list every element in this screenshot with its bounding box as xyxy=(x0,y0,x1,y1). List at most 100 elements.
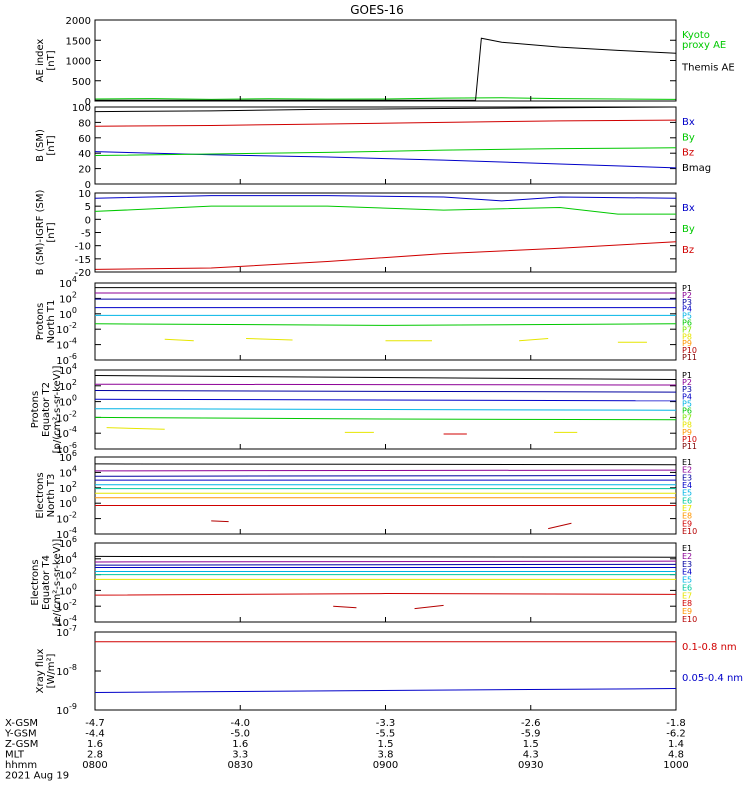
legend-label: E7 xyxy=(682,504,692,513)
y-tick-label: 10-9 xyxy=(56,702,77,717)
legend-label: P3 xyxy=(682,298,692,307)
y-tick-label: -5 xyxy=(81,229,91,240)
x-axis-value: -5.0 xyxy=(230,729,250,740)
y-tick-label: 102 xyxy=(59,480,77,495)
series-line xyxy=(164,338,194,342)
x-axis-value: 0930 xyxy=(518,760,543,771)
legend-label: E6 xyxy=(682,583,692,592)
legend-label: E10 xyxy=(682,527,697,536)
x-axis-value: 4.8 xyxy=(668,750,684,761)
series-line xyxy=(246,337,293,341)
panel-2: 0 20 40 60 80 100 B (SM) [nT] Bx By Bz Bmag xyxy=(35,103,711,191)
series-line xyxy=(94,555,677,558)
y-axis-label: Protons xyxy=(35,303,46,340)
panel-frame xyxy=(94,106,677,185)
legend-label: P2 xyxy=(682,291,692,300)
y-axis-label: Protons xyxy=(30,391,41,428)
series-line xyxy=(94,469,677,472)
series-line xyxy=(94,563,677,566)
legend-label: P4 xyxy=(682,305,692,314)
x-axis-value: 0900 xyxy=(373,760,398,771)
x-axis-value: -4.4 xyxy=(85,729,105,740)
y-axis-label: Electrons xyxy=(35,472,46,518)
legend-label: 0.1-0.8 nm xyxy=(682,642,737,653)
panel-frame xyxy=(94,192,677,273)
y-tick-label: 80 xyxy=(78,118,91,129)
legend-label: By xyxy=(682,132,695,143)
y-tick-label: 100 xyxy=(72,103,91,114)
series-line xyxy=(548,522,572,530)
x-axis-row-label: X-GSM xyxy=(5,718,38,729)
series-line xyxy=(94,416,677,421)
legend-label: E5 xyxy=(682,489,692,498)
y-tick-label: 0 xyxy=(85,215,91,226)
legend-label: E3 xyxy=(682,560,692,569)
x-axis-row-label: hhmm xyxy=(5,760,37,771)
series-line xyxy=(94,688,677,693)
y-tick-label: 10 xyxy=(78,189,91,200)
series-line xyxy=(333,605,357,609)
x-axis-value: 2.8 xyxy=(87,750,103,761)
legend-label: Bx xyxy=(682,203,695,214)
x-axis-value: 1.5 xyxy=(378,739,394,750)
y-tick-label: 40 xyxy=(78,149,91,160)
x-axis-value: -3.3 xyxy=(376,718,396,729)
x-axis-row-label: Z-GSM xyxy=(5,739,38,750)
legend-label: 0.05-0.4 nm xyxy=(682,673,743,684)
series-line xyxy=(94,205,676,215)
x-axis-value: 1.6 xyxy=(232,739,248,750)
legend-label: proxy AE xyxy=(682,40,726,51)
series-line xyxy=(94,390,677,393)
series-line xyxy=(94,147,677,157)
x-axis-row-label: Y-GSM xyxy=(4,729,37,740)
legend-label: E5 xyxy=(682,576,692,585)
legend-label: P6 xyxy=(682,319,692,328)
series-line xyxy=(94,241,677,270)
legend-label: Bmag xyxy=(682,163,711,174)
legend-label: E1 xyxy=(682,544,692,553)
y-tick-label: 10-2 xyxy=(56,511,77,526)
legend-label: E8 xyxy=(682,599,692,608)
y-axis-label: [e/(cm²-s-sr-keV)] xyxy=(52,539,63,627)
y-tick-label: 0 xyxy=(85,97,91,108)
series-line xyxy=(94,383,677,386)
y-axis-label: North T3 xyxy=(46,474,57,518)
y-axis-label: [nT] xyxy=(46,222,57,242)
legend-label: Bz xyxy=(682,245,694,256)
y-tick-label: 102 xyxy=(59,290,77,305)
legend-label: E9 xyxy=(682,607,692,616)
legend-label: P5 xyxy=(682,399,692,408)
legend-label: By xyxy=(682,224,695,235)
legend-label: P11 xyxy=(682,353,697,362)
y-axis-label: [nT] xyxy=(46,50,57,70)
legend-label: P10 xyxy=(682,435,697,444)
x-axis-value: -2.6 xyxy=(521,718,541,729)
legend-label: P8 xyxy=(682,332,692,341)
series-line xyxy=(94,195,677,202)
y-tick-label: 10-4 xyxy=(56,337,77,352)
x-axis-value: 4.3 xyxy=(523,750,539,761)
series-line xyxy=(95,37,677,101)
series-line xyxy=(519,337,549,342)
y-tick-label: 5 xyxy=(85,202,91,213)
y-tick-label: 104 xyxy=(59,464,77,479)
legend-label: E3 xyxy=(682,473,692,482)
x-axis-value: 1.5 xyxy=(523,739,539,750)
panel-3: -20 -15 -10 -5 0 5 10 B (SM)-IGRF (SM) [nT] Bx By B… xyxy=(35,189,695,279)
series-line xyxy=(94,106,677,113)
series-line xyxy=(94,408,677,411)
legend-label: E2 xyxy=(682,466,692,475)
x-axis-row-label: MLT xyxy=(5,750,25,761)
y-axis-label: Xray flux xyxy=(35,649,46,694)
y-axis-label: [nT] xyxy=(46,135,57,155)
y-axis-label: AE index xyxy=(35,39,46,83)
y-tick-label: 10-2 xyxy=(56,321,77,336)
legend-label: P6 xyxy=(682,407,692,416)
y-tick-label: 0 xyxy=(85,180,91,191)
legend-label: E2 xyxy=(682,552,692,561)
